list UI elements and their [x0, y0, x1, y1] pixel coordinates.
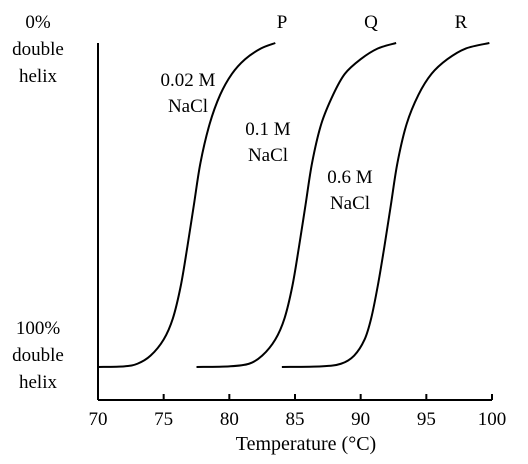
y-top-label: helix	[19, 66, 57, 87]
x-tick-label: 90	[351, 409, 370, 430]
series-annotation-p: NaCl	[168, 96, 208, 117]
series-name-p: P	[277, 12, 288, 33]
y-top-label: double	[12, 39, 64, 60]
series-line-p	[97, 42, 276, 368]
series-annotation-q: 0.1 M	[245, 119, 291, 140]
x-tick-label: 85	[286, 409, 305, 430]
series-line-r	[281, 42, 490, 368]
x-tick-label: 80	[220, 409, 239, 430]
y-top-label: 0%	[25, 12, 51, 33]
series-name-r: R	[455, 12, 468, 33]
y-bottom-label: helix	[19, 372, 57, 393]
curves	[97, 42, 490, 368]
y-bottom-label: double	[12, 345, 64, 366]
x-tick-label: 95	[417, 409, 436, 430]
series-line-q	[196, 42, 397, 368]
x-ticks: 70 75 80 85 90 95 100	[89, 394, 507, 430]
x-axis-title: Temperature (°C)	[236, 433, 376, 455]
series-annotation-r: 0.6 M	[327, 167, 373, 188]
series-annotation-r: NaCl	[330, 193, 370, 214]
x-tick-label: 100	[478, 409, 507, 430]
x-tick-label: 70	[89, 409, 108, 430]
labels: P 0.02 M NaCl Q 0.1 M NaCl R 0.6 M NaCl 0% double h…	[12, 12, 468, 455]
y-bottom-label: 100%	[16, 318, 61, 339]
axes	[97, 43, 492, 401]
series-annotation-p: 0.02 M	[161, 70, 216, 91]
series-annotation-q: NaCl	[248, 145, 288, 166]
series-name-q: Q	[364, 12, 378, 33]
x-tick-label: 75	[154, 409, 173, 430]
